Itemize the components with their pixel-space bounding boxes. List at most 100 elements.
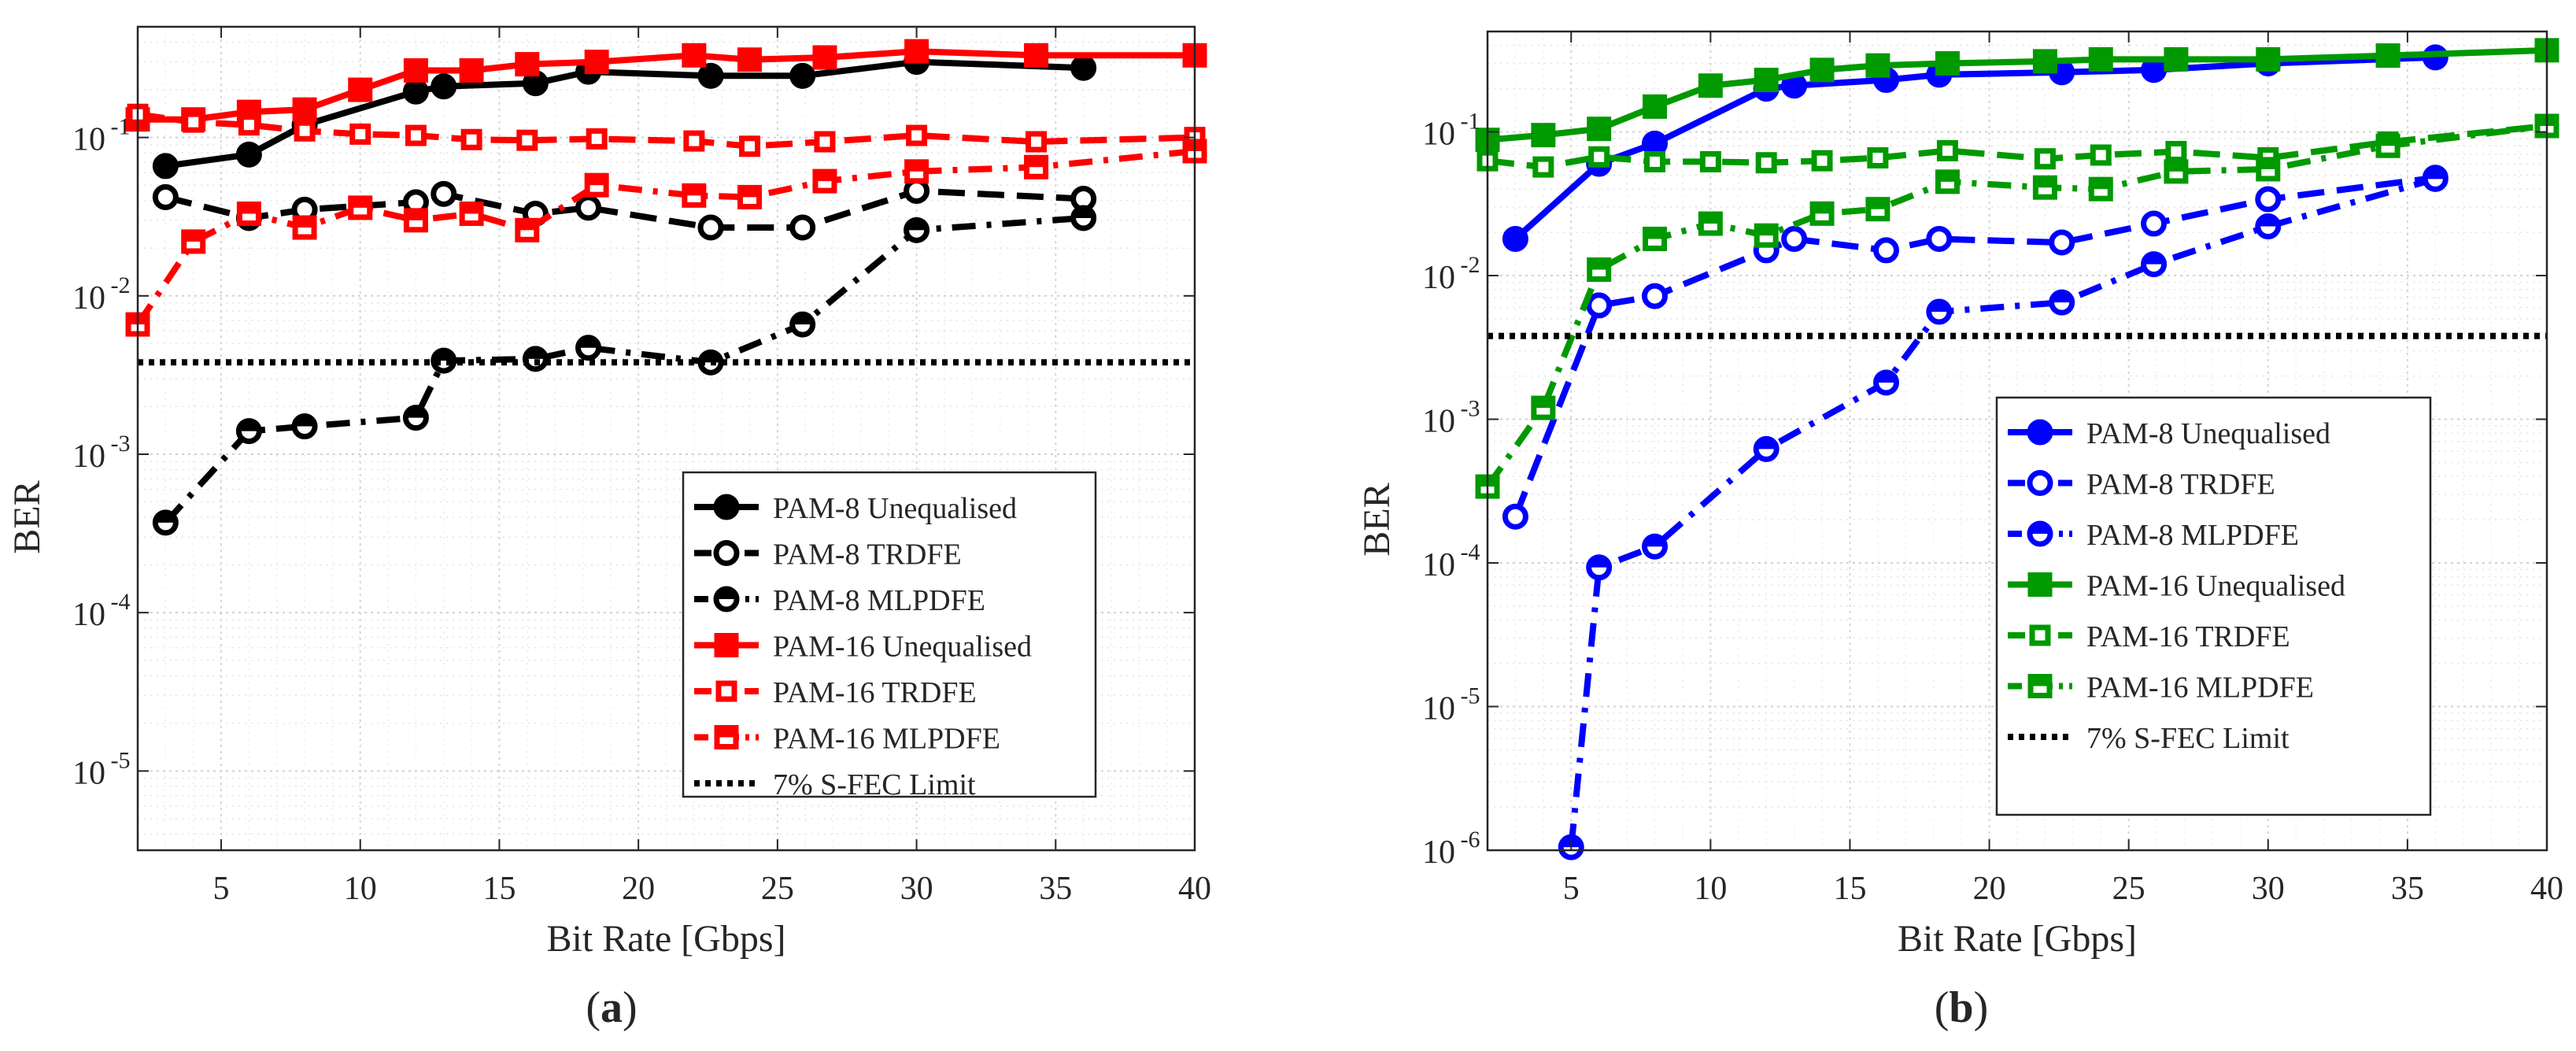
panel-a-legend-item-pam-8-unequalised: PAM-8 Unequalised (694, 492, 1017, 525)
panel-b-series-pam-16-unequalised-point-5 (1754, 68, 1779, 93)
panel-a-series-pam-16-mlpdfe-point-6 (459, 201, 484, 226)
panel-b-y-axis: 10-610-510-410-310-210-1 (1422, 109, 2547, 871)
panel-a-x-label: Bit Rate [Gbps] (547, 918, 786, 960)
panel-b-x-tick-label: 35 (2391, 871, 2424, 907)
panel-b-legend-label: PAM-16 MLPDFE (2086, 672, 2314, 705)
panel-a-series-pam-16-mlpdfe-point-6-fill (462, 204, 482, 214)
panel-b-series-pam-8-mlpdfe-point-6 (2049, 289, 2075, 316)
panel-a-series-pam-8-mlpdfe-point-1-fill (238, 420, 260, 431)
panel-a-y-label: BER (6, 480, 48, 553)
panel-a-series-pam-16-trdfe-point-8 (586, 128, 608, 150)
panel-b-x-tick-label: 15 (1833, 871, 1866, 907)
panel-b-caption: (b) (1935, 983, 1988, 1032)
panel-a-series-pam-16-mlpdfe-point-4-fill (350, 198, 370, 208)
panel-a-series-pam-16-unequalised-point-4 (348, 77, 373, 102)
panel-b-series-pam-8-mlpdfe-point-7-fill (2143, 253, 2164, 265)
panel-a-y-tick-exponent: -3 (111, 431, 131, 457)
panel-a-series-pam-16-mlpdfe-point-2 (236, 201, 261, 226)
panel-b-series-pam-16-trdfe-point-9 (2034, 148, 2056, 170)
panel-b-y-tick-label: 10 (1422, 404, 1455, 440)
panel-a-y-axis: 10-510-410-310-210-1 (72, 114, 1195, 791)
panel-b-series-pam-16-mlpdfe-point-3-fill (1645, 229, 1665, 239)
panel-b-series-pam-8-mlpdfe-point-4-fill (1876, 372, 1897, 383)
panel-a-legend-item-pam-16-mlpdfe: PAM-16 MLPDFE (694, 723, 1000, 756)
panel-b-legend-swatch-marker (2027, 470, 2053, 496)
panel-b-series-pam-16-trdfe-point-11 (2165, 140, 2187, 162)
panel-b-series-pam-8-mlpdfe (1558, 165, 2448, 860)
panel-a-series-pam-16-trdfe-point-4 (349, 123, 371, 145)
panel-a-legend-swatch-marker (714, 725, 739, 749)
panel-a-series-pam-8-unequalised-point-7 (697, 62, 724, 89)
panel-b-y-tick-exponent: -3 (1461, 396, 1480, 422)
panel-a-series-pam-16-mlpdfe-point-1-fill (183, 231, 203, 242)
panel-a-series-pam-16-mlpdfe-point-3 (292, 215, 317, 240)
panel-b-series-pam-16-trdfe-point-6 (1811, 150, 1833, 172)
panel-a-series-pam-16-unequalised-point-10 (737, 47, 763, 72)
panel-b-series-pam-16-mlpdfe-point-8-fill (1938, 172, 1957, 182)
panel-b-series-pam-16-trdfe-point-5 (1755, 152, 1777, 174)
panel-b-legend-swatch-marker-fill (2031, 676, 2049, 686)
panel-a-series-pam-8-mlpdfe-point-3 (402, 405, 429, 431)
panel-a-legend: PAM-8 Unequalised PAM-8 TRDFE PAM-8 MLPDFE… (682, 471, 1097, 801)
panel-a-series-pam-8-trdfe-point-8 (789, 214, 816, 241)
panel-b-series-pam-8-trdfe-point-5 (1873, 237, 1900, 264)
panel-a-series-pam-8-mlpdfe-point-1 (235, 418, 262, 445)
panel-a-legend-label: PAM-16 TRDFE (773, 676, 977, 709)
panel-a-legend-label: PAM-8 TRDFE (773, 538, 962, 572)
panel-b-series-pam-8-mlpdfe-point-1 (1586, 554, 1613, 581)
panel-b-series-pam-16-mlpdfe-point-8 (1935, 169, 1960, 194)
panel-a-y-tick-label: 10 (72, 122, 105, 158)
panel-b-series-pam-16-mlpdfe-point-7 (1865, 197, 1890, 222)
panel-a-series-pam-16-unequalised-point-12 (904, 39, 930, 64)
panel-a-x-tick-label: 5 (213, 871, 230, 907)
panel-b-series-pam-16-trdfe-point-1 (1532, 156, 1554, 178)
panel-a-series-pam-16-mlpdfe-point-13-fill (1026, 157, 1046, 168)
panel-a-legend-item-7pct-s-fec-limit: 7% S-FEC Limit (694, 768, 976, 801)
panel-a-series-pam-16-mlpdfe-point-12 (904, 159, 930, 184)
panel-a-series-pam-16-mlpdfe-point-2-fill (239, 204, 259, 214)
panel-b-series-pam-8-trdfe-point-7 (2049, 229, 2075, 256)
panel-b-series-pam-8-trdfe-point-4 (1781, 225, 1808, 252)
panel-b-series-pam-8-mlpdfe-point-5 (1926, 298, 1953, 325)
panel-a-series-pam-16-trdfe-point-3 (294, 120, 316, 142)
panel-a-x-tick-label: 10 (344, 871, 377, 907)
panel-b-series-pam-16-mlpdfe-point-6 (1809, 201, 1835, 226)
panel-a-series-pam-16-mlpdfe-point-8-fill (587, 176, 607, 186)
panel-b-y-tick-label: 10 (1422, 260, 1455, 296)
panel-a-legend-item-pam-8-mlpdfe: PAM-8 MLPDFE (694, 584, 985, 617)
panel-b-series-pam-16-unequalised-point-2 (1587, 117, 1612, 142)
panel-a-series-pam-16-mlpdfe-point-11 (812, 168, 837, 194)
panel-a-series-pam-8-mlpdfe (152, 205, 1097, 536)
panel-a-series-pam-8-trdfe-point-7 (697, 214, 724, 241)
panel-a-legend-label: PAM-16 Unequalised (773, 631, 1032, 664)
panel-b-series-pam-16-mlpdfe-point-5 (1754, 223, 1779, 248)
panel-b-legend-label: 7% S-FEC Limit (2086, 722, 2290, 755)
panel-a-series-pam-16-trdfe-point-5 (405, 124, 427, 146)
panel-b-series-pam-8-mlpdfe-point-7 (2141, 251, 2168, 278)
panel-b-series-pam-16-mlpdfe-point-9-fill (2035, 178, 2055, 188)
panel-b-series-pam-8-mlpdfe-point-6-fill (2051, 292, 2072, 303)
panel-a-series-pam-8-mlpdfe-point-9 (904, 216, 930, 243)
panel-b-series-pam-8-mlpdfe-point-5-fill (1928, 301, 1950, 312)
panel-a-series-pam-16-unequalised (125, 39, 1207, 132)
panel-a-legend-label: PAM-16 MLPDFE (773, 723, 1000, 756)
panel-a-series-pam-8-unequalised-point-10 (1070, 54, 1097, 81)
panel-a-series-pam-16-mlpdfe-point-10 (737, 184, 763, 209)
panel-a-series-pam-16-mlpdfe-point-9-fill (684, 186, 704, 196)
panel-a-series-pam-16-trdfe-point-2 (238, 114, 260, 136)
panel-a-series-pam-8-unequalised-point-4 (431, 73, 457, 100)
panel-b-legend-swatch-marker (2027, 572, 2053, 597)
panel-a-x-tick-label: 15 (482, 871, 516, 907)
panel-b-series-pam-8-mlpdfe-point-4 (1873, 369, 1900, 396)
panel-a-y-tick-exponent: -1 (111, 114, 131, 140)
panel-b-series-pam-16-mlpdfe-point-2-fill (1589, 260, 1609, 270)
panel-a-series-pam-8-mlpdfe-point-0 (152, 509, 179, 536)
panel-b-x-tick-label: 10 (1694, 871, 1727, 907)
panel-a-series-pam-16-mlpdfe-point-7 (515, 217, 540, 242)
panel-a-series-pam-8-trdfe-point-6 (575, 194, 602, 221)
panel-a-series-pam-16-trdfe-point-11 (814, 131, 836, 153)
panel-a-series-pam-8-trdfe-point-9 (904, 177, 930, 204)
panel-a-series-pam-16-mlpdfe-point-3-fill (295, 218, 315, 228)
panel-b-series-pam-8-mlpdfe-point-8 (2255, 213, 2282, 240)
panel-b-series-pam-16-trdfe-point-3 (1644, 150, 1666, 172)
